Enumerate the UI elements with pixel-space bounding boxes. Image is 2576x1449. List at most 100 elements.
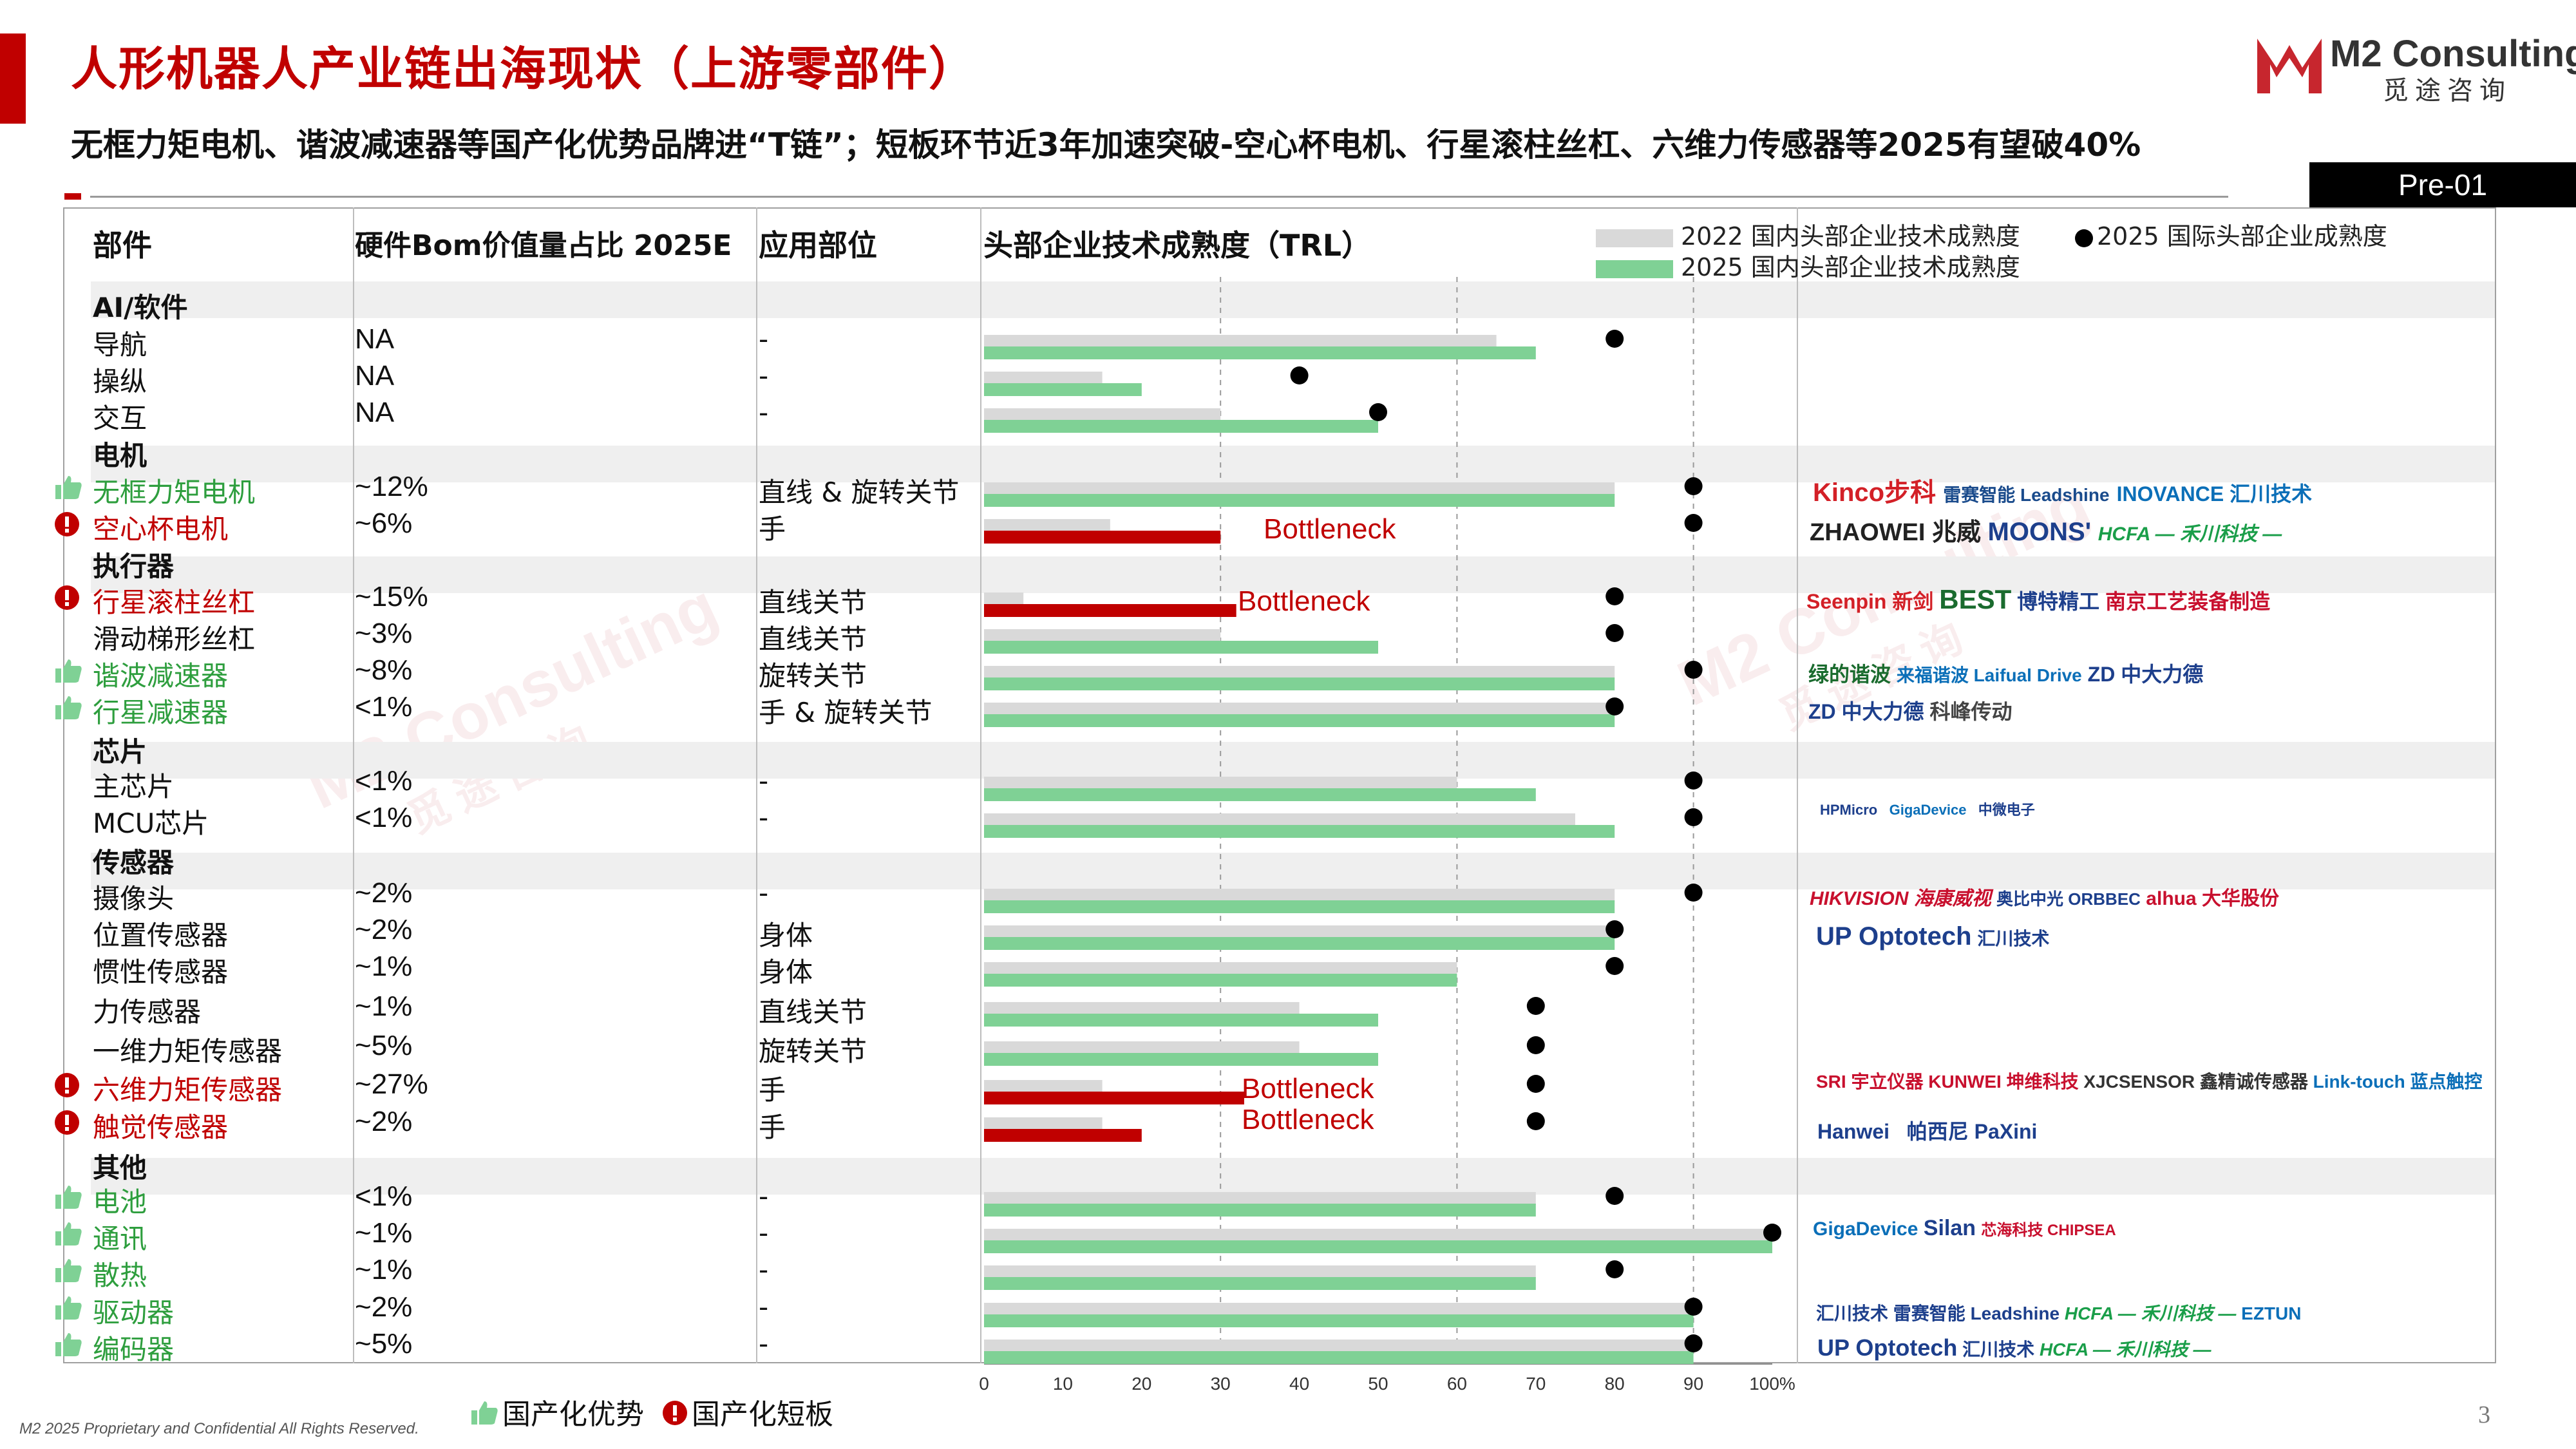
bom-share: <1% bbox=[355, 802, 413, 833]
international-dot bbox=[1605, 330, 1624, 348]
column-divider bbox=[980, 207, 981, 1363]
header-bom: 硬件Bom价值量占比 2025E bbox=[355, 229, 732, 262]
bar-2022 bbox=[984, 1002, 1300, 1015]
x-tick-label: 20 bbox=[1132, 1374, 1151, 1394]
component-name: 位置传感器 bbox=[93, 920, 229, 951]
international-dot bbox=[1684, 1298, 1703, 1316]
international-dot bbox=[1684, 808, 1703, 826]
application-position: 身体 bbox=[759, 956, 813, 988]
legend-2025: 2025 国内头部企业技术成熟度 bbox=[1596, 247, 2020, 283]
logo-subname: 觅途咨询 bbox=[2383, 76, 2512, 106]
international-dot bbox=[1526, 1036, 1545, 1054]
m2-logo-icon bbox=[2257, 39, 2322, 93]
application-position: 手 bbox=[759, 513, 786, 545]
brand-logo: UP Optotech 汇川技术 HCFA — 禾川科技 — bbox=[1817, 1334, 2211, 1361]
application-position: - bbox=[759, 397, 769, 428]
bar-2022 bbox=[984, 777, 1457, 790]
bar-2025 bbox=[984, 531, 1221, 544]
bar-2022 bbox=[984, 592, 1024, 605]
bar-2022 bbox=[984, 1192, 1536, 1205]
application-position: - bbox=[759, 1217, 769, 1249]
bom-share: ~5% bbox=[355, 1328, 413, 1359]
bar-2022 bbox=[984, 889, 1615, 902]
application-position: - bbox=[759, 1254, 769, 1285]
x-tick-label: 50 bbox=[1368, 1374, 1388, 1394]
application-position: - bbox=[759, 1180, 769, 1212]
component-name: 主芯片 bbox=[93, 771, 175, 802]
international-dot bbox=[1605, 1187, 1624, 1205]
bar-2022 bbox=[984, 1229, 1772, 1242]
x-tick-label: 70 bbox=[1526, 1374, 1546, 1394]
component-name: 谐波减速器 bbox=[93, 660, 229, 692]
brand-logo: ZHAOWEI 兆威 MOONS' HCFA — 禾川科技 — bbox=[1810, 518, 2282, 546]
bar-2022 bbox=[984, 629, 1221, 642]
application-position: - bbox=[759, 323, 769, 355]
application-position: 手 & 旋转关节 bbox=[759, 697, 933, 728]
brand-logo: GigaDevice Silan 芯海科技 CHIPSEA bbox=[1813, 1216, 2116, 1240]
thumbs-up-icon bbox=[54, 1332, 82, 1358]
bar-2025 bbox=[984, 1314, 1694, 1327]
bom-share: ~2% bbox=[355, 1291, 413, 1323]
alert-icon bbox=[662, 1400, 688, 1433]
international-dot bbox=[1526, 1112, 1545, 1130]
bar-2025 bbox=[984, 1014, 1378, 1027]
category-label: 芯片 bbox=[93, 736, 147, 768]
bom-share: NA bbox=[355, 360, 395, 392]
brand-logo: UP Optotech 汇川技术 bbox=[1816, 922, 2050, 951]
column-divider bbox=[353, 207, 354, 1363]
x-tick-label: 100% bbox=[1749, 1374, 1795, 1394]
bar-2025 bbox=[984, 937, 1615, 950]
thumbs-up-icon bbox=[54, 1184, 82, 1210]
brand-logo: Hanwei 帕西尼 PaXini bbox=[1817, 1120, 2038, 1143]
international-dot bbox=[1605, 587, 1624, 605]
bar-2025 bbox=[984, 677, 1615, 690]
legend-dot-icon bbox=[2075, 229, 2093, 247]
bar-2025 bbox=[984, 788, 1536, 801]
international-dot bbox=[1763, 1224, 1781, 1242]
category-label: 执行器 bbox=[93, 551, 175, 582]
international-dot bbox=[1605, 1260, 1624, 1278]
bar-2022 bbox=[984, 1117, 1103, 1130]
bar-2025 bbox=[984, 714, 1615, 727]
category-band bbox=[91, 446, 2496, 482]
application-position: 直线关节 bbox=[759, 996, 867, 1028]
brand-logo: SRI 宇立仪器 KUNWEI 坤维科技 XJCSENSOR 鑫精诚传感器 Li… bbox=[1816, 1072, 2483, 1092]
x-tick-label: 40 bbox=[1289, 1374, 1309, 1394]
bom-share: ~2% bbox=[355, 914, 413, 945]
legend-2022: 2022 国内头部企业技术成熟度 bbox=[1596, 216, 2020, 252]
application-position: 旋转关节 bbox=[759, 660, 867, 692]
logo-name: M2 Consulting bbox=[2330, 33, 2576, 75]
bar-2025 bbox=[984, 494, 1615, 507]
component-name: 驱动器 bbox=[93, 1297, 175, 1329]
thumbs-up-icon bbox=[54, 1295, 82, 1321]
x-tick-label: 0 bbox=[979, 1374, 989, 1394]
component-name: 空心杯电机 bbox=[93, 513, 229, 545]
bom-share: ~12% bbox=[355, 471, 428, 502]
component-name: 力传感器 bbox=[93, 996, 202, 1028]
company-logo: M2 Consulting 觅途咨询 bbox=[2254, 32, 2576, 106]
international-dot bbox=[1684, 514, 1703, 532]
bar-2022 bbox=[984, 1041, 1300, 1054]
bom-share: <1% bbox=[355, 765, 413, 797]
international-dot bbox=[1605, 920, 1624, 938]
component-name: 惯性传感器 bbox=[93, 956, 229, 988]
bom-share: <1% bbox=[355, 691, 413, 723]
bom-share: NA bbox=[355, 323, 395, 355]
bottleneck-label: Bottleneck bbox=[1242, 1073, 1374, 1104]
bar-2025 bbox=[984, 1053, 1378, 1066]
component-name: 编码器 bbox=[93, 1334, 175, 1365]
category-label: 电机 bbox=[93, 440, 147, 471]
bar-2025 bbox=[984, 346, 1536, 359]
bar-2025 bbox=[984, 900, 1615, 913]
page-title: 人形机器人产业链出海现状（上游零部件） bbox=[71, 42, 977, 96]
bar-2025 bbox=[984, 1092, 1244, 1104]
bar-2022 bbox=[984, 666, 1615, 679]
bottleneck-label: Bottleneck bbox=[1238, 585, 1370, 617]
application-position: 直线关节 bbox=[759, 623, 867, 655]
international-dot bbox=[1369, 403, 1387, 421]
international-dot bbox=[1684, 661, 1703, 679]
brand-logo: Kinco步科 雷赛智能 Leadshine INOVANCE 汇川技术 bbox=[1813, 478, 2313, 507]
application-position: - bbox=[759, 802, 769, 833]
category-band bbox=[91, 556, 2496, 593]
bar-2022 bbox=[984, 408, 1221, 421]
